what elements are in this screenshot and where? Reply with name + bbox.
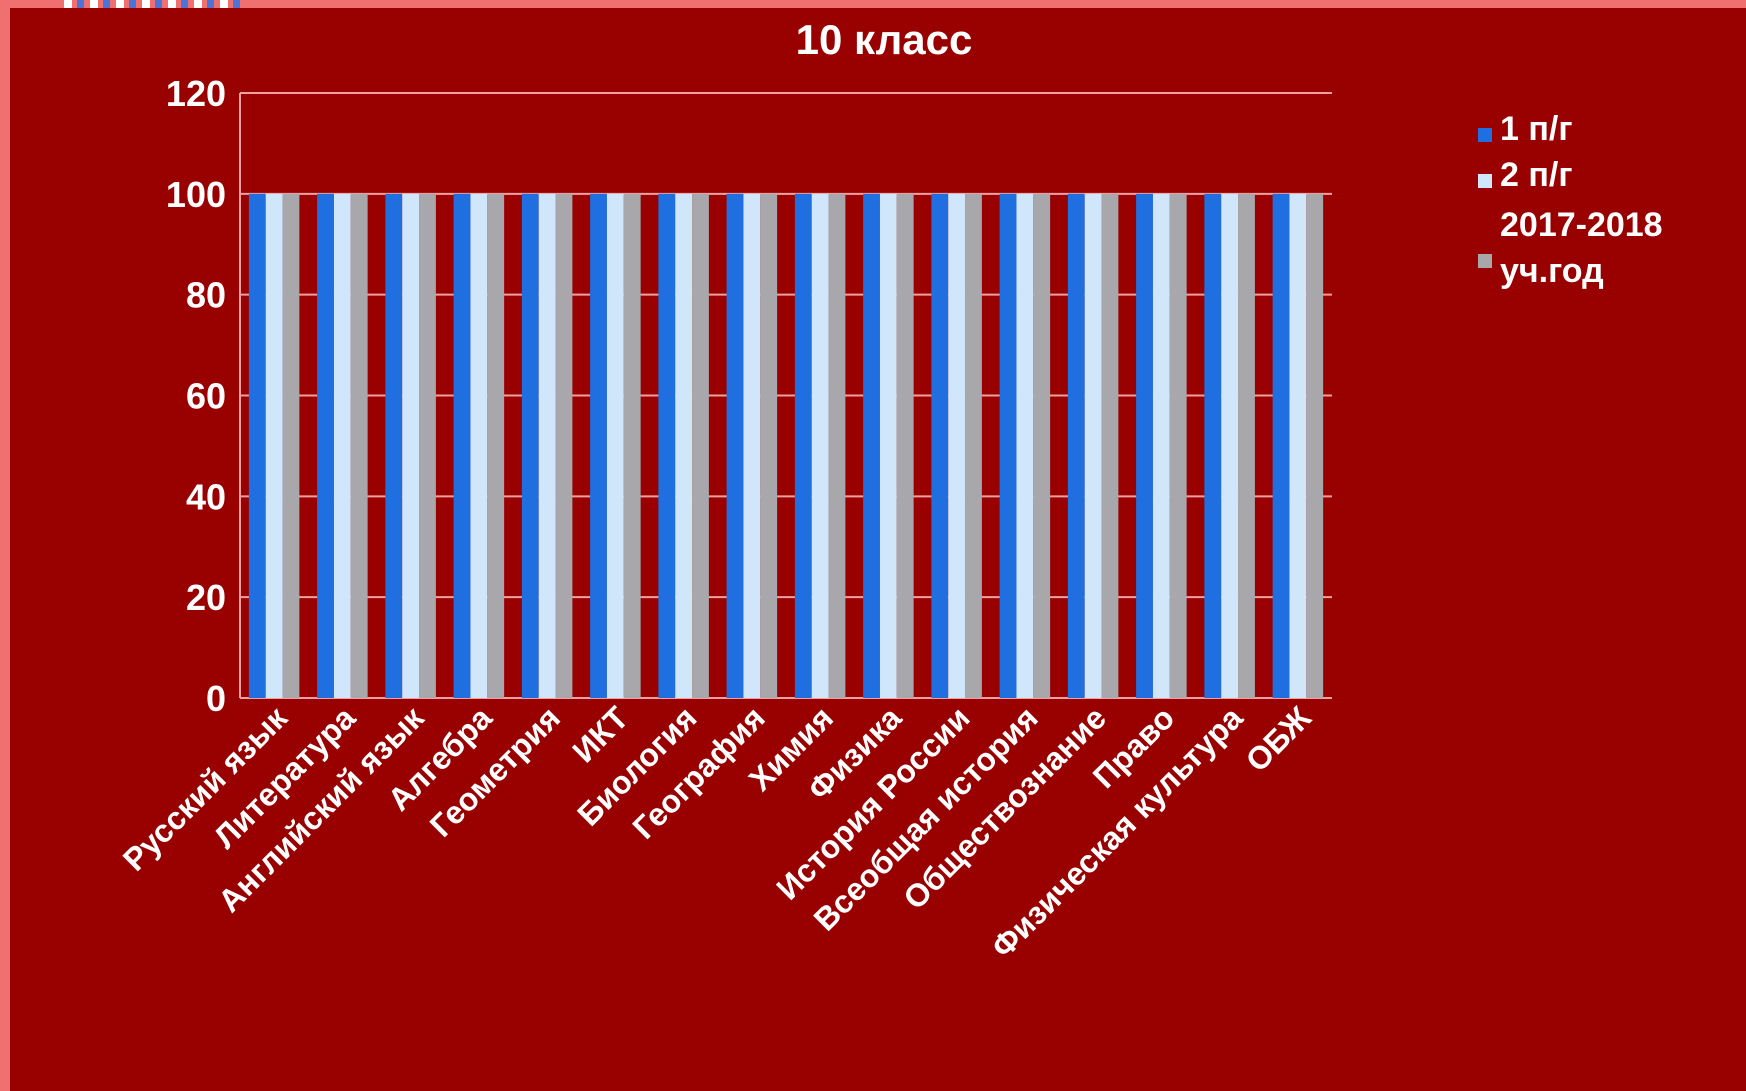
bar <box>828 193 846 699</box>
bars <box>248 193 1324 699</box>
bar <box>965 193 982 699</box>
y-tick-label: 100 <box>166 174 226 215</box>
bar <box>590 193 607 699</box>
legend-label: 2017-2018 уч.год <box>1500 206 1663 290</box>
legend-swatch <box>1478 128 1492 142</box>
bar <box>317 193 334 699</box>
bar <box>1067 193 1085 699</box>
bar <box>606 193 624 699</box>
bar <box>1169 193 1187 699</box>
bar <box>385 193 403 699</box>
legend-label: 1 п/г <box>1500 110 1573 148</box>
bar <box>658 193 676 699</box>
bar <box>470 193 488 699</box>
bar <box>692 193 709 699</box>
bar <box>879 193 897 699</box>
bar <box>419 193 436 699</box>
bar <box>521 193 539 699</box>
bar <box>453 193 471 699</box>
bar <box>1272 193 1290 699</box>
bar <box>760 193 778 699</box>
y-tick-label: 0 <box>206 678 226 719</box>
legend: 1 п/г 2 п/г 2017-2018 уч.год <box>1478 110 1663 290</box>
x-tick-label: ОБЖ <box>1239 699 1319 779</box>
bar <box>282 193 300 699</box>
bar <box>675 193 693 699</box>
bar <box>333 193 351 699</box>
bar <box>794 193 812 699</box>
bar <box>1306 193 1324 699</box>
bar <box>402 193 420 699</box>
y-tick-label: 60 <box>186 376 226 417</box>
bar <box>1238 193 1255 699</box>
bar <box>623 193 641 699</box>
bar <box>1152 193 1170 699</box>
bar <box>1221 193 1239 699</box>
y-tick-label: 120 <box>166 73 226 114</box>
y-axis: 0 20 40 60 80 100 120 <box>166 73 241 719</box>
bar <box>265 193 283 699</box>
bar <box>1289 193 1307 699</box>
bar <box>896 193 914 699</box>
bar <box>863 193 880 699</box>
bar <box>811 193 829 699</box>
bar <box>1101 193 1119 699</box>
bar <box>248 193 266 699</box>
bar <box>931 193 949 699</box>
bar <box>350 193 368 699</box>
bar <box>999 193 1017 699</box>
bar <box>487 193 505 699</box>
bar <box>538 193 556 699</box>
bar <box>743 193 761 699</box>
bar <box>948 193 966 699</box>
bar <box>1016 193 1034 699</box>
y-tick-label: 80 <box>186 275 226 316</box>
legend-swatch <box>1478 174 1492 188</box>
y-tick-label: 20 <box>186 577 226 618</box>
bar <box>1204 193 1222 699</box>
decorative-stripe <box>64 0 244 8</box>
bar <box>555 193 573 699</box>
bar <box>1084 193 1102 699</box>
legend-swatch <box>1478 254 1492 268</box>
bar <box>1033 193 1051 699</box>
bar <box>726 193 744 699</box>
legend-label: 2 п/г <box>1500 156 1573 194</box>
y-tick-label: 40 <box>186 476 226 517</box>
chart-title: 10 класс <box>796 16 973 63</box>
bar <box>1136 193 1153 699</box>
